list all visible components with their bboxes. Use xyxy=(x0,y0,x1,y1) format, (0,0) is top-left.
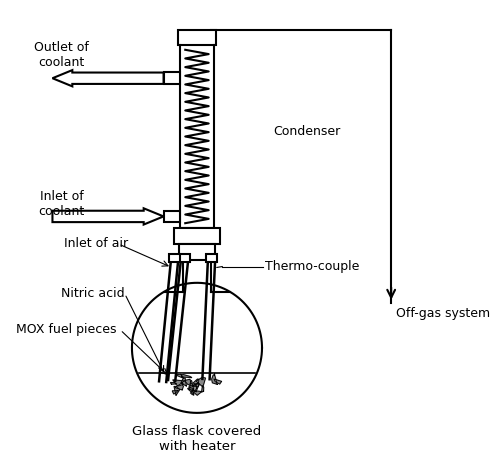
Polygon shape xyxy=(196,377,205,387)
Polygon shape xyxy=(174,387,180,395)
Bar xyxy=(174,228,220,244)
Polygon shape xyxy=(181,378,186,386)
FancyArrow shape xyxy=(52,208,164,225)
Polygon shape xyxy=(214,379,222,384)
Bar xyxy=(179,244,215,260)
Polygon shape xyxy=(184,379,191,385)
Text: Inlet of air: Inlet of air xyxy=(64,237,128,250)
Polygon shape xyxy=(188,385,197,394)
Polygon shape xyxy=(190,380,194,389)
Text: Thermo-couple: Thermo-couple xyxy=(264,260,359,273)
Bar xyxy=(164,211,180,222)
Polygon shape xyxy=(192,383,200,387)
Polygon shape xyxy=(189,384,199,392)
Polygon shape xyxy=(180,374,192,378)
Polygon shape xyxy=(172,390,178,394)
Text: Outlet of
coolant: Outlet of coolant xyxy=(34,41,89,69)
Text: Inlet of
coolant: Inlet of coolant xyxy=(38,190,84,218)
Polygon shape xyxy=(193,379,199,384)
Text: MOX fuel pieces: MOX fuel pieces xyxy=(16,323,117,336)
Text: Off-gas system: Off-gas system xyxy=(396,307,490,320)
Polygon shape xyxy=(173,380,184,386)
Polygon shape xyxy=(202,386,203,392)
Text: Condenser: Condenser xyxy=(274,124,341,138)
Polygon shape xyxy=(192,390,202,395)
Polygon shape xyxy=(175,382,184,390)
Polygon shape xyxy=(170,382,176,384)
Bar xyxy=(169,255,180,262)
FancyArrow shape xyxy=(52,70,164,87)
Bar xyxy=(206,255,217,262)
Text: Glass flask covered
with heater: Glass flask covered with heater xyxy=(132,424,262,453)
Polygon shape xyxy=(212,373,217,384)
Polygon shape xyxy=(190,389,194,395)
Polygon shape xyxy=(176,374,183,378)
Bar xyxy=(164,73,180,84)
Text: Nitric acid: Nitric acid xyxy=(62,287,125,300)
Bar xyxy=(178,30,216,45)
Bar xyxy=(179,255,190,262)
